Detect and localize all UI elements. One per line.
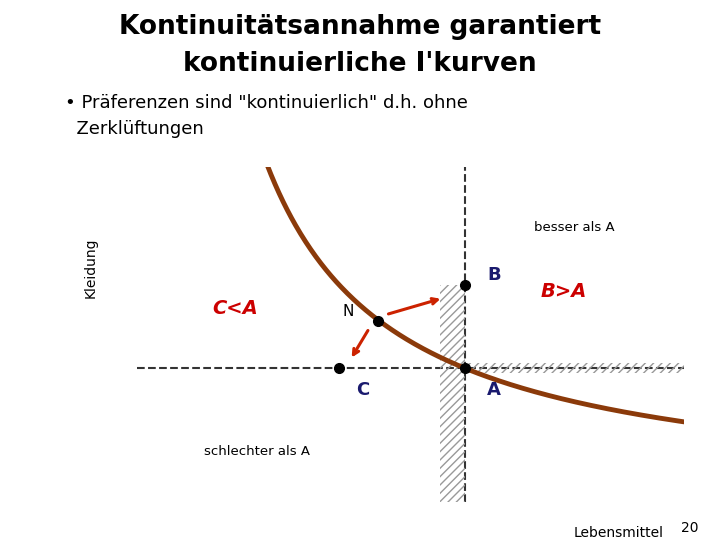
Text: B>A: B>A xyxy=(541,282,587,301)
Text: C: C xyxy=(356,381,369,399)
Text: • Präferenzen sind "kontinuierlich" d.h. ohne: • Präferenzen sind "kontinuierlich" d.h.… xyxy=(65,94,468,112)
Bar xyxy=(441,368,465,502)
Text: Kontinuitätsannahme garantiert: Kontinuitätsannahme garantiert xyxy=(119,14,601,39)
Text: Kleidung: Kleidung xyxy=(84,238,97,298)
Text: kontinuierliche I'kurven: kontinuierliche I'kurven xyxy=(183,51,537,77)
Text: C<A: C<A xyxy=(212,299,258,318)
Text: B: B xyxy=(487,266,500,284)
Text: besser als A: besser als A xyxy=(534,221,615,234)
Text: N: N xyxy=(342,305,354,319)
Text: Lebensmittel: Lebensmittel xyxy=(573,525,663,539)
Bar xyxy=(441,285,465,368)
Text: Zerklüftungen: Zerklüftungen xyxy=(65,120,204,138)
Bar xyxy=(465,363,684,373)
Text: A: A xyxy=(487,381,501,399)
Text: 20: 20 xyxy=(681,521,698,535)
Text: schlechter als A: schlechter als A xyxy=(204,446,310,458)
